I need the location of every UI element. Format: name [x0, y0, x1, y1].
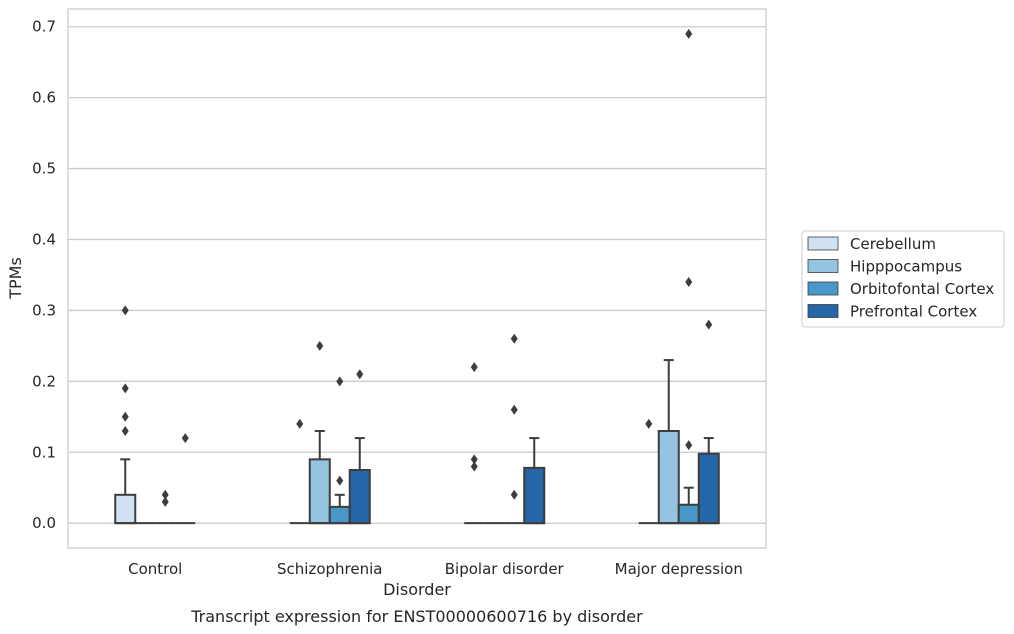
box-orbitofontal-cortex [504, 333, 525, 525]
box-cerebellum [638, 418, 659, 525]
outlier-point [336, 376, 344, 387]
legend-swatch [807, 281, 839, 296]
outlier-point [705, 319, 713, 330]
legend-label: Orbitofontal Cortex [850, 280, 994, 298]
legend-label: Hipppocampus [850, 258, 962, 276]
box-body [348, 468, 371, 525]
box-body [697, 452, 720, 525]
legend-label: Prefrontal Cortex [850, 303, 977, 321]
outlier-point [181, 433, 189, 444]
outlier-point [336, 475, 344, 486]
box-body [677, 503, 700, 525]
outlier-point [121, 383, 129, 394]
outlier-point [121, 305, 129, 316]
y-tick-label: 0.3 [32, 301, 56, 319]
box-orbitofontal-cortex [328, 376, 351, 525]
box-body [308, 458, 331, 525]
legend-items: Cerebellum Hipppocampus Orbitofontal Corte… [807, 235, 994, 321]
x-tick-label: Bipolar disorder [445, 560, 565, 578]
y-tick-labels: 0.0 0.1 0.2 0.3 0.4 0.5 0.6 0.7 [32, 18, 56, 532]
outlier-point [161, 496, 169, 507]
y-tick-label: 0.2 [32, 372, 56, 390]
y-tick-label: 0.4 [32, 230, 56, 248]
legend-swatch [807, 259, 839, 273]
x-tick-label: Major depression [615, 560, 743, 578]
outlier-point [510, 333, 518, 344]
outlier-point [645, 418, 653, 429]
box-prefrontal-cortex [697, 319, 720, 525]
box-body [114, 493, 137, 525]
outlier-point [470, 461, 478, 472]
box-body [657, 429, 680, 525]
box-hipppocampus [308, 340, 331, 525]
box-cerebellum [464, 362, 485, 525]
box-prefrontal-cortex [175, 433, 196, 525]
grid-lines [68, 26, 766, 524]
legend-swatch [807, 236, 839, 251]
outlier-point [470, 362, 478, 373]
box-orbitofontal-cortex [677, 28, 700, 525]
y-tick-label: 0.5 [32, 160, 56, 178]
outlier-point [685, 277, 693, 288]
x-tick-label: Schizophrenia [277, 560, 382, 578]
box-body [328, 505, 351, 525]
legend: Cerebellum Hipppocampus Orbitofontal Corte… [801, 230, 1005, 328]
outlier-point [685, 440, 693, 451]
outlier-point [161, 489, 169, 500]
outlier-point [470, 454, 478, 465]
y-tick-label: 0.6 [32, 89, 56, 107]
y-axis-title: TPMs [6, 257, 25, 300]
outlier-point [510, 404, 518, 415]
box-cerebellum [289, 418, 310, 525]
box-prefrontal-cortex [348, 369, 371, 525]
outlier-point [316, 340, 324, 351]
y-tick-label: 0.0 [32, 514, 56, 532]
outlier-point [356, 369, 364, 380]
outlier-point [121, 411, 129, 422]
box-prefrontal-cortex [523, 437, 546, 525]
y-tick-label: 0.1 [32, 443, 56, 461]
box-hipppocampus [657, 359, 680, 525]
box-series [114, 28, 720, 525]
outlier-point [296, 418, 304, 429]
outlier-point [685, 28, 693, 39]
box-body [523, 466, 546, 525]
x-tick-label: Control [128, 560, 182, 578]
legend-frame [801, 230, 1005, 328]
outlier-point [121, 425, 129, 436]
x-axis-title: Disorder [383, 580, 451, 599]
y-tick-label: 0.7 [32, 18, 56, 36]
chart-caption: Transcript expression for ENST0000060071… [190, 607, 643, 626]
legend-label: Cerebellum [850, 235, 936, 253]
box-orbitofontal-cortex [155, 489, 176, 525]
outlier-point [510, 489, 518, 500]
plot-frame [67, 8, 767, 549]
legend-swatch [807, 304, 839, 318]
box-cerebellum [114, 305, 137, 525]
x-tick-labels: Control Schizophrenia Bipolar disorder Majo… [128, 560, 743, 578]
